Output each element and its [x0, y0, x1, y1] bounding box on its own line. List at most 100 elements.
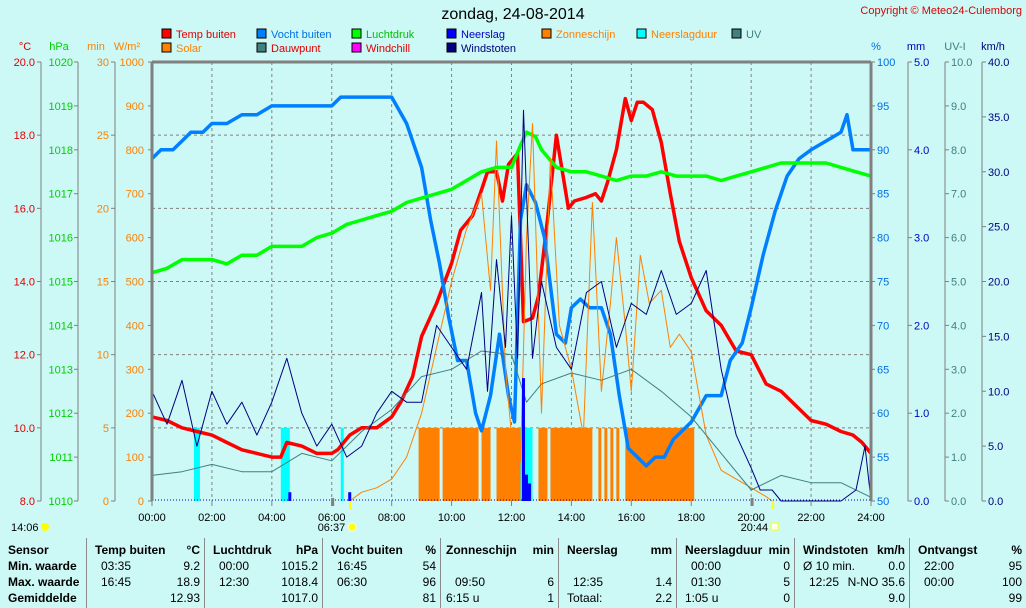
- temp-tick-label: 16.0: [14, 203, 35, 215]
- stats-sunshine-header: Zonneschijn: [446, 543, 517, 557]
- temp-tick-label: 12.0: [14, 350, 35, 362]
- legend-swatch-8: [541, 28, 552, 39]
- wind-axis-unit: km/h: [981, 41, 1005, 53]
- minutes-axis-unit: min: [87, 41, 105, 53]
- zonneschijn-bar: [481, 427, 491, 501]
- zonneschijn-bar: [610, 427, 614, 501]
- stats-wind-avg: 9.0: [888, 591, 905, 605]
- rain-tick-label: 4.0: [914, 145, 929, 157]
- legend-label: UV: [746, 29, 762, 41]
- legend-label: Neerslagduur: [651, 29, 717, 41]
- stats-rain-max: 1.4: [655, 575, 672, 589]
- stats-temp-min: 9.2: [183, 559, 200, 573]
- zonneschijn-bar: [625, 427, 695, 501]
- stats-col-sunshine: Zonneschijn min 09:50 6 6:15 u 1: [441, 538, 559, 608]
- rain-tick-label: 5.0: [914, 57, 929, 69]
- solar-tick-label: 300: [126, 364, 144, 376]
- legend: Temp buiten Solar Vocht buiten Dauwpunt Luch…: [161, 28, 762, 55]
- stats-col-rainduration: Neerslagduur min 00:00 0 01:30 5 1:05 u …: [677, 538, 795, 608]
- pressure-tick-label: 1016: [49, 233, 73, 245]
- stats-temp-unit: °C: [186, 543, 200, 557]
- neerslag-bar: [521, 378, 525, 501]
- legend-label: Luchtdruk: [366, 29, 415, 41]
- neerslag-bar: [527, 483, 531, 501]
- stats-rain-max-time: 12:35: [573, 575, 604, 589]
- minutes-tick-label: 20: [97, 203, 109, 215]
- time-tick-label: 18:00: [677, 512, 705, 524]
- minutes-tick-label: 5: [103, 423, 109, 435]
- statistics-table: Sensor Min. waarde Max. waarde Gemiddeld…: [0, 538, 1026, 608]
- time-tick-label: 24:00: [857, 512, 885, 524]
- pressure-tick-label: 1020: [49, 57, 73, 69]
- plot-frame: [150, 60, 873, 501]
- solar-tick-label: 600: [126, 233, 144, 245]
- stats-row-min: Min. waarde: [8, 559, 77, 573]
- stats-reception-header: Ontvangst: [918, 543, 978, 557]
- legend-swatch-1: [161, 42, 172, 53]
- uv-axis-unit: UV-I: [944, 41, 965, 53]
- legend-label: Zonneschijn: [556, 29, 615, 41]
- luchtdruk-line: [151, 130, 872, 275]
- stats-pressure-max: 1018.4: [281, 575, 318, 589]
- wind-tick-label: 15.0: [988, 331, 1009, 343]
- stats-humidity-unit: %: [425, 543, 436, 557]
- pressure-tick-label: 1010: [49, 496, 73, 508]
- sun-icon: [347, 522, 357, 532]
- stats-col-humidity: Vocht buiten % 16:45 54 06:30 96 81: [323, 538, 441, 608]
- solar-tick-label: 900: [126, 101, 144, 113]
- rain-tick-label: 2.0: [914, 320, 929, 332]
- stats-row-max: Max. waarde: [8, 575, 80, 589]
- time-tick-label: 10:00: [438, 512, 466, 524]
- stats-temp-max-time: 16:45: [101, 575, 132, 589]
- minutes-tick-label: 10: [97, 350, 109, 362]
- stats-col-wind: Windstoten km/h Ø 10 min. 0.0 12:25 N-NO…: [795, 538, 910, 608]
- stats-reception-unit: %: [1011, 543, 1022, 557]
- zonneschijn-bar: [538, 427, 548, 501]
- wind-tick-label: 25.0: [988, 222, 1009, 234]
- uv-tick-label: 4.0: [951, 320, 966, 332]
- stats-wind-max: N-NO 35.6: [847, 575, 905, 589]
- wind-tick-label: 40.0: [988, 57, 1009, 69]
- wind-tick-label: 5.0: [988, 441, 1003, 453]
- legend-swatch-7: [446, 42, 457, 53]
- stats-col-rain: Neerslag mm 12:35 1.4 Totaal: 2.2: [559, 538, 677, 608]
- chart-title: zondag, 24-08-2014: [441, 6, 585, 23]
- neerslagduur-bar: [193, 427, 200, 501]
- minutes-tick-label: 0: [103, 496, 109, 508]
- minutes-tick-label: 15: [97, 277, 109, 289]
- stats-wind-header: Windstoten: [803, 543, 869, 557]
- zonneschijn-bar: [442, 427, 479, 501]
- time-tick-label: 20:00: [737, 512, 765, 524]
- zonneschijn-bar: [616, 427, 620, 501]
- stats-col-temp: Temp buiten °C 03:35 9.2 16:45 18.9 12.9…: [87, 538, 205, 608]
- stats-rainduration-avg-time: 1:05 u: [685, 591, 719, 605]
- moon-icon: [770, 522, 779, 531]
- pressure-tick-label: 1012: [49, 408, 73, 420]
- stats-humidity-max-time: 06:30: [337, 575, 368, 589]
- stats-pressure-max-time: 12:30: [219, 575, 250, 589]
- stats-reception-min-time: 22:00: [924, 559, 955, 573]
- time-axis: 00:00 02:00 04:00 06:00 08:00 10:00 12:00 14:00…: [138, 501, 885, 524]
- humidity-tick-label: 50: [877, 496, 889, 508]
- stats-header-sensor: Sensor: [8, 543, 49, 557]
- temp-tick-label: 20.0: [14, 57, 35, 69]
- stats-sunshine-avg-time: 6:15 u: [446, 591, 480, 605]
- pressure-tick-label: 1018: [49, 145, 73, 157]
- temp-axis-unit: °C: [19, 41, 31, 53]
- stats-rainduration-header: Neerslagduur: [685, 543, 763, 557]
- minutes-tick-label: 30: [97, 57, 109, 69]
- stats-rainduration-avg: 0: [783, 591, 790, 605]
- time-tick-label: 06:00: [318, 512, 346, 524]
- humidity-axis-unit: %: [871, 41, 881, 53]
- right-axes: % 100 95 90 85 80 75 70 65 60 55 50 mm 5.0 4.0 3.0 2.0 1.…: [871, 41, 1009, 508]
- stats-wind-min: 0.0: [888, 559, 905, 573]
- zonneschijn-bar: [604, 427, 608, 501]
- stats-rainduration-min: 0: [783, 559, 790, 573]
- wind-tick-label: 0.0: [988, 496, 1003, 508]
- pressure-tick-label: 1015: [49, 277, 73, 289]
- copyright: Copyright © Meteo24-Culemborg: [860, 5, 1022, 17]
- solar-axis-unit: W/m²: [114, 41, 141, 53]
- solar-tick-label: 500: [126, 277, 144, 289]
- legend-label: Solar: [176, 43, 202, 55]
- stats-temp-header: Temp buiten: [95, 543, 166, 557]
